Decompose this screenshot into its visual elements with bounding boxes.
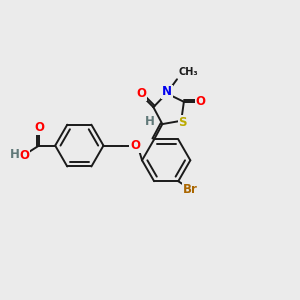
Text: O: O [19,148,29,161]
Text: N: N [162,85,172,98]
Text: H: H [10,148,20,161]
Text: O: O [196,95,206,108]
Text: O: O [34,121,44,134]
Text: Br: Br [183,183,198,196]
Text: S: S [178,116,187,129]
Text: CH₃: CH₃ [178,67,198,77]
Text: H: H [145,115,155,128]
Text: O: O [130,139,140,152]
Text: O: O [136,87,146,100]
